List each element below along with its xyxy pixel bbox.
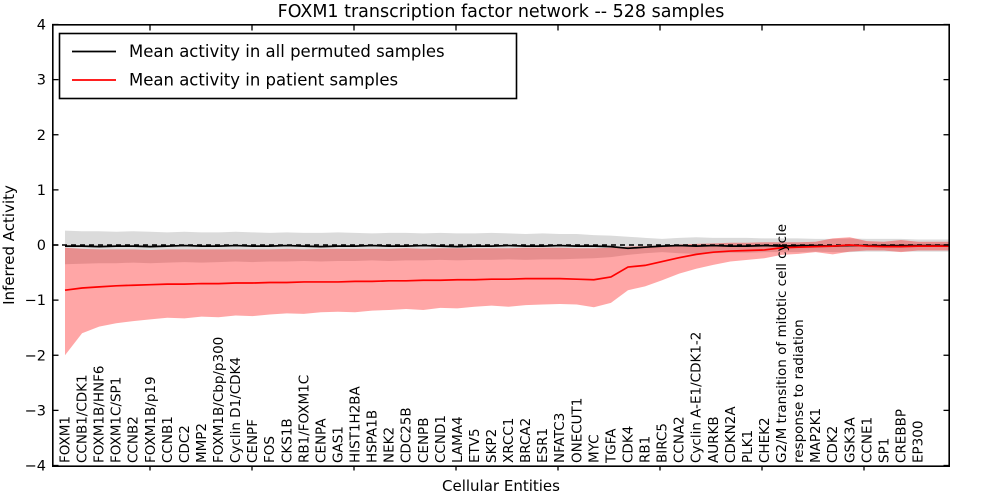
x-category-label: TGFA: [603, 428, 619, 464]
chart-title: FOXM1 transcription factor network -- 52…: [278, 2, 725, 22]
x-category-label: MYC: [586, 434, 602, 463]
x-category-label: SP1: [876, 438, 892, 463]
x-category-label: CENPB: [416, 418, 432, 463]
x-category-label: CREBBP: [893, 409, 909, 463]
x-category-label: MAP2K1: [808, 408, 824, 463]
patient-band: [65, 237, 950, 356]
x-category-label: NEK2: [382, 427, 398, 463]
y-axis-label: Inferred Activity: [0, 185, 18, 305]
y-tick-label: −1: [25, 293, 46, 309]
x-category-label: CCNB2: [126, 416, 142, 463]
x-category-label: CCND1: [433, 415, 449, 463]
x-category-label: GAS1: [330, 426, 346, 463]
y-tick-label: 0: [37, 238, 46, 254]
x-category-label: HSPA1B: [365, 410, 381, 463]
x-category-label: PLK1: [740, 430, 756, 463]
plot-area: FOXM1 CCNB1/CDK1 FOXM1B/HNF6 FOXM1C/SP1 CCNB…: [25, 18, 950, 475]
x-category-label: CENPF: [245, 419, 261, 463]
x-category-label: XRCC1: [501, 418, 517, 463]
x-category-label: RB1: [638, 436, 654, 463]
y-tick-label: 2: [37, 128, 46, 144]
x-axis-label: Cellular Entities: [442, 477, 560, 495]
legend: Mean activity in all permuted samples Me…: [58, 32, 518, 100]
x-category-label: LAMA4: [450, 416, 466, 463]
y-tick-label: −3: [25, 403, 46, 419]
permuted-band: [65, 230, 950, 265]
x-category-label: CDC25B: [399, 407, 415, 463]
permuted-mean-line: [65, 244, 950, 250]
x-category-label: ONECUT1: [569, 398, 585, 463]
x-category-label: CDK4: [620, 426, 636, 463]
x-category-label: Cyclin A-E1/CDK1-2: [689, 332, 705, 463]
x-category-label: Cyclin D1/CDK4: [228, 357, 244, 463]
x-category-label: response to radiation: [791, 319, 807, 463]
x-category-label: CDKN2A: [723, 406, 739, 463]
y-tick-label: 3: [37, 73, 46, 89]
x-category-label: ESR1: [535, 428, 551, 463]
x-category-label: RB1/FOXM1C: [296, 375, 312, 463]
x-category-label: CCNB1/CDK1: [75, 374, 91, 463]
x-category-label: MMP2: [194, 423, 210, 463]
x-category-label: EP300: [911, 421, 927, 463]
x-category-label: FOS: [262, 436, 278, 463]
y-tick-label: 4: [37, 18, 46, 34]
x-category-label: FOXM1C/SP1: [109, 377, 125, 463]
x-category-label: BRCA2: [518, 418, 534, 463]
legend-box: [58, 32, 518, 100]
x-category-label: HIST1H2BA: [348, 385, 364, 463]
x-category-label: CCNE1: [859, 417, 875, 463]
x-category-label: G2/M transition of mitotic cell cycle: [774, 224, 790, 463]
y-tick-label: −4: [25, 459, 46, 475]
x-category-label: ETV5: [467, 428, 483, 463]
x-category-label: GSK3A: [842, 417, 858, 463]
x-category-label: FOXM1B/p19: [143, 376, 159, 463]
legend-label-permuted: Mean activity in all permuted samples: [129, 42, 445, 61]
x-category-label: CDK2: [825, 426, 841, 463]
x-category-label: CCNB1: [160, 416, 176, 463]
x-category-label: NFATC3: [552, 413, 568, 463]
x-category-label: CDC2: [177, 425, 193, 463]
x-category-label: CCNA2: [672, 416, 688, 463]
x-category-label: FOXM1: [58, 416, 74, 463]
x-category-label: CHEK2: [757, 417, 773, 463]
y-tick-label: 1: [37, 183, 46, 199]
x-category-label: FOXM1B/HNF6: [92, 366, 108, 463]
legend-label-patient: Mean activity in patient samples: [129, 71, 398, 90]
plot-border: [51, 23, 951, 467]
x-category-label: AURKB: [706, 416, 722, 463]
y-tick-label: −2: [25, 348, 46, 364]
x-category-label: FOXM1B/Cbp/p300: [211, 337, 227, 463]
patient-mean-line: [64, 244, 950, 292]
x-category-label: CKS1B: [279, 418, 295, 463]
x-category-label: BIRC5: [655, 423, 671, 463]
x-category-label: CENPA: [313, 418, 329, 463]
x-category-label: SKP2: [484, 429, 500, 463]
